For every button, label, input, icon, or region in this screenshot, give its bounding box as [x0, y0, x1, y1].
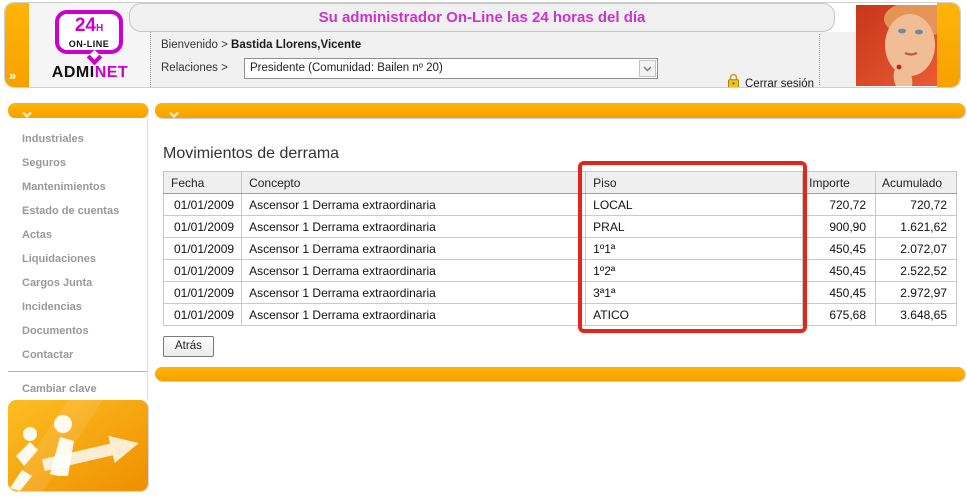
- sidebar-item-estado-de-cuentas[interactable]: Estado de cuentas: [22, 205, 120, 217]
- relations-selected-value: Presidente (Comunidad: Bailen nº 20): [250, 62, 443, 74]
- column-header-concepto: Concepto: [241, 171, 587, 194]
- table-header-row: Fecha Concepto Piso Importe Acumulado: [162, 171, 957, 194]
- table-cell-concepto: Ascensor 1 Derrama extraordinaria: [241, 281, 587, 304]
- sidebar-menu-items: Industriales Seguros Mantenimientos Estado …: [8, 127, 147, 367]
- table-row: 01/01/2009 Ascensor 1 Derrama extraordina…: [162, 193, 957, 216]
- table-cell-fecha: 01/01/2009: [162, 281, 243, 304]
- table-cell-concepto: Ascensor 1 Derrama extraordinaria: [241, 193, 587, 216]
- sidebar-item-cambiar-clave[interactable]: Cambiar clave: [22, 383, 97, 395]
- column-header-fecha: Fecha: [162, 171, 243, 194]
- sidebar-item-contactar[interactable]: Contactar: [22, 349, 74, 361]
- column-header-piso: Piso: [585, 171, 804, 194]
- table-cell-fecha: 01/01/2009: [162, 193, 243, 216]
- table-cell-piso: LOCAL: [585, 193, 804, 216]
- welcome-label: Bienvenido >: [161, 39, 228, 51]
- dropdown-arrow-icon[interactable]: [639, 60, 656, 77]
- table-cell-fecha: 01/01/2009: [162, 259, 243, 282]
- header-left-accent: »: [5, 3, 29, 87]
- table-body: 01/01/2009 Ascensor 1 Derrama extraordina…: [162, 193, 957, 326]
- relations-label: Relaciones >: [161, 62, 228, 74]
- sidebar-menu: Industriales Seguros Mantenimientos Estado …: [8, 118, 148, 399]
- column-header-importe: Importe: [802, 171, 877, 194]
- logo-hours-suffix: H: [95, 23, 104, 34]
- table-cell-importe: 450,45: [802, 237, 877, 260]
- welcome-user-name: Bastida Llorens,Vicente: [231, 39, 362, 51]
- table-cell-importe: 450,45: [802, 259, 877, 282]
- sidebar-divider: [8, 371, 147, 372]
- table-cell-fecha: 01/01/2009: [162, 237, 243, 260]
- logo-hours: 24: [74, 15, 96, 36]
- table-cell-fecha: 01/01/2009: [162, 303, 243, 326]
- sidebar-collapse-bar: [8, 103, 148, 119]
- collapse-sidebar-icon[interactable]: »: [9, 68, 16, 83]
- content-footer-bar: [155, 367, 965, 381]
- sidebar-illustration: [8, 400, 148, 491]
- sidebar-item-documentos[interactable]: Documentos: [22, 325, 89, 337]
- table-cell-piso: 1º2ª: [585, 259, 804, 282]
- table-cell-acumulado: 2.972,97: [875, 281, 957, 304]
- back-button[interactable]: Atrás: [163, 336, 214, 357]
- table-cell-importe: 450,45: [802, 281, 877, 304]
- breadcrumb-welcome: Bienvenido > Bastida Llorens,Vicente: [161, 39, 361, 51]
- content-header-bar: [155, 103, 965, 119]
- page-title: Movimientos de derrama: [163, 145, 340, 162]
- table-row: 01/01/2009 Ascensor 1 Derrama extraordina…: [162, 215, 957, 238]
- logout-link[interactable]: Cerrar sesión: [745, 77, 815, 88]
- table-cell-importe: 900,90: [802, 215, 877, 238]
- derrama-table: Fecha Concepto Piso Importe Acumulado 01/01/…: [162, 171, 957, 326]
- table-cell-piso: 3ª1ª: [585, 281, 804, 304]
- table-cell-acumulado: 720,72: [875, 193, 957, 216]
- table-row: 01/01/2009 Ascensor 1 Derrama extraordina…: [162, 281, 957, 304]
- chevron-down-icon[interactable]: [168, 106, 180, 124]
- sidebar-item-seguros[interactable]: Seguros: [22, 157, 67, 169]
- table-cell-piso: ATICO: [585, 303, 804, 326]
- sidebar-item-incidencias[interactable]: Incidencias: [22, 301, 82, 313]
- table-cell-concepto: Ascensor 1 Derrama extraordinaria: [241, 215, 587, 238]
- column-header-acumulado: Acumulado: [875, 171, 957, 194]
- chevron-down-icon[interactable]: [21, 106, 33, 124]
- logo-speech-bubble: 24H ON-LINE: [55, 10, 123, 54]
- table-cell-piso: 1º1ª: [585, 237, 804, 260]
- table-cell-importe: 720,72: [802, 193, 877, 216]
- table-cell-concepto: Ascensor 1 Derrama extraordinaria: [241, 237, 587, 260]
- table-cell-concepto: Ascensor 1 Derrama extraordinaria: [241, 303, 587, 326]
- sidebar-item-actas[interactable]: Actas: [22, 229, 52, 241]
- table-cell-acumulado: 1.621,62: [875, 215, 957, 238]
- brand-black: ADMI: [51, 64, 95, 81]
- relations-select[interactable]: Presidente (Comunidad: Bailen nº 20): [244, 58, 658, 79]
- header-title: Su administrador On-Line las 24 horas de…: [129, 3, 835, 32]
- table-row: 01/01/2009 Ascensor 1 Derrama extraordina…: [162, 303, 957, 326]
- brand-accent: NET: [94, 64, 129, 81]
- header-right-accent: [937, 3, 960, 87]
- table-cell-importe: 675,68: [802, 303, 877, 326]
- table-row: 01/01/2009 Ascensor 1 Derrama extraordina…: [162, 237, 957, 260]
- table-cell-piso: PRAL: [585, 215, 804, 238]
- sidebar-item-mantenimientos[interactable]: Mantenimientos: [22, 181, 106, 193]
- table-cell-acumulado: 2.072,07: [875, 237, 957, 260]
- table-cell-acumulado: 2.522,52: [875, 259, 957, 282]
- logo-online-text: ON-LINE: [68, 39, 110, 49]
- header: » 24H ON-LINE ADMINET Su administrador O…: [4, 2, 961, 88]
- table-cell-acumulado: 3.648,65: [875, 303, 957, 326]
- logout-area: Cerrar sesión: [727, 73, 815, 88]
- header-photo: [856, 3, 952, 87]
- sidebar-item-industriales[interactable]: Industriales: [22, 133, 84, 145]
- table-row: 01/01/2009 Ascensor 1 Derrama extraordina…: [162, 259, 957, 282]
- header-dotted-divider: [819, 34, 820, 85]
- runner-figures: [10, 415, 74, 491]
- brand-name: ADMINET: [29, 64, 151, 82]
- sidebar-item-cargos-junta[interactable]: Cargos Junta: [22, 277, 93, 289]
- sidebar-item-liquidaciones[interactable]: Liquidaciones: [22, 253, 96, 265]
- table-cell-concepto: Ascensor 1 Derrama extraordinaria: [241, 259, 587, 282]
- lock-icon: [727, 73, 740, 87]
- table-cell-fecha: 01/01/2009: [162, 215, 243, 238]
